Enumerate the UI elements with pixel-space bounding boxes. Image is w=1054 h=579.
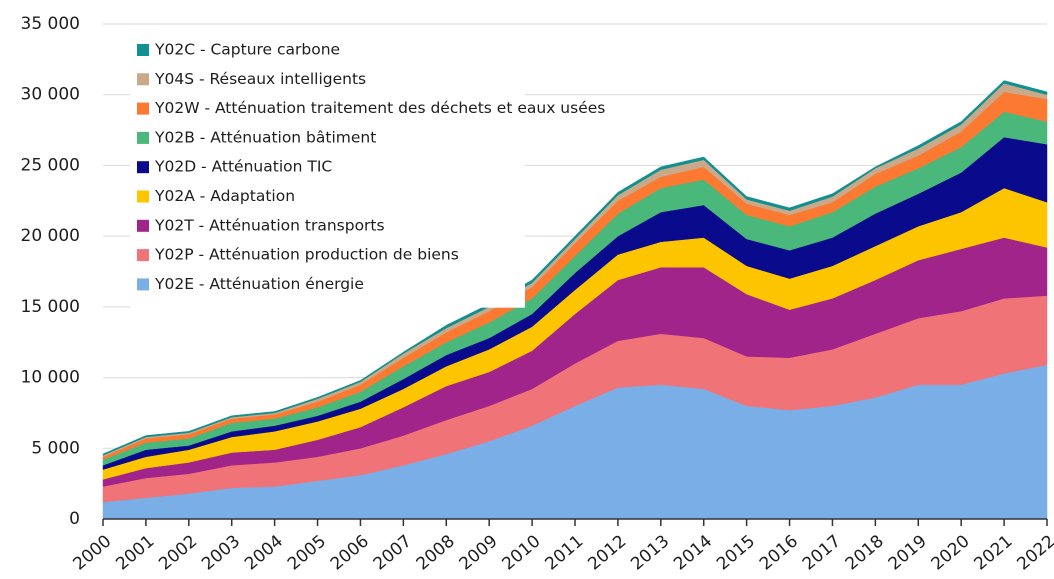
x-tick-label: 2012 [584, 531, 630, 574]
x-tick-label: 2018 [842, 531, 888, 574]
x-tick-label: 2010 [499, 531, 545, 574]
legend-swatch [137, 161, 149, 174]
legend-swatch [137, 190, 149, 203]
legend-label: Y02D - Atténuation TIC [154, 158, 332, 176]
x-tick-label: 2015 [713, 531, 759, 574]
legend-label: Y04S - Réseaux intelligents [154, 70, 366, 88]
x-tick-label: 2009 [456, 531, 502, 574]
x-tick-label: 2016 [756, 531, 802, 574]
legend-label: Y02W - Atténuation traitement des déchet… [154, 99, 605, 117]
y-tick-label: 15 000 [21, 297, 80, 317]
legend-swatch [137, 44, 149, 56]
y-tick-label: 20 000 [21, 226, 80, 246]
x-tick-label: 2014 [670, 531, 716, 574]
y-tick-label: 5 000 [31, 438, 80, 458]
legend-label: Y02T - Atténuation transports [154, 216, 385, 234]
y-tick-label: 35 000 [21, 14, 80, 34]
legend-swatch [137, 278, 149, 291]
x-tick-label: 2019 [885, 531, 931, 574]
legend-label: Y02A - Adaptation [154, 187, 295, 205]
y-tick-label: 10 000 [21, 368, 80, 388]
y-tick-label: 25 000 [21, 155, 80, 175]
x-tick-label: 2011 [541, 531, 587, 574]
x-tick-label: 2001 [112, 531, 158, 574]
x-tick-label: 2007 [370, 531, 416, 574]
legend-label: Y02B - Atténuation bâtiment [154, 128, 376, 146]
x-tick-label: 2020 [928, 531, 974, 574]
y-tick-label: 30 000 [21, 85, 80, 105]
legend-label: Y02P - Atténuation production de biens [154, 246, 459, 264]
legend-label: Y02E - Atténuation énergie [154, 275, 364, 293]
legend-swatch [137, 249, 149, 262]
x-tick-label: 2006 [327, 531, 373, 574]
legend-swatch [137, 73, 149, 86]
x-tick-label: 2005 [284, 531, 330, 574]
y-tick-label: 0 [69, 509, 80, 529]
area [102, 80, 1048, 456]
x-tick-label: 2002 [155, 531, 201, 574]
legend-label: Y02C - Capture carbone [154, 41, 340, 59]
legend-swatch [137, 102, 149, 115]
legend-box [130, 36, 525, 308]
x-tick-label: 2013 [627, 531, 673, 574]
x-tick-label: 2021 [971, 531, 1017, 574]
x-tick-label: 2008 [413, 531, 459, 574]
x-tick-label: 2003 [198, 531, 244, 574]
x-tick-label: 2022 [1013, 531, 1054, 574]
legend-swatch [137, 219, 149, 232]
legend-swatch [137, 131, 149, 144]
x-tick-label: 2004 [241, 531, 287, 574]
x-tick-label: 2017 [799, 531, 845, 574]
x-tick-label: 2000 [69, 531, 115, 574]
legend: Y02E - Atténuation énergie Y02P - Atténua… [130, 36, 605, 308]
